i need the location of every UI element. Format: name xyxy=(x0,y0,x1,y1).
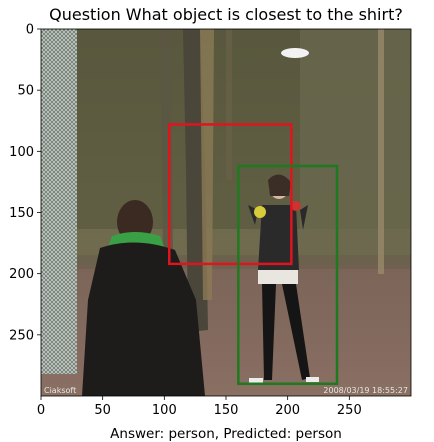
watermark-right: 2008/03/19 18:55:27 xyxy=(323,386,408,395)
x-tick-label: 50 xyxy=(94,403,111,418)
x-axis-label: Answer: person, Predicted: person xyxy=(110,426,342,442)
watermark-left: Ciaksoft xyxy=(44,386,76,395)
x-tick-label: 200 xyxy=(275,403,300,418)
person-foreground xyxy=(82,200,205,396)
person-center xyxy=(248,174,319,383)
photo xyxy=(41,29,411,396)
y-axis: 0 50 100 150 200 250 xyxy=(9,23,41,343)
y-tick-label: 100 xyxy=(9,145,34,160)
x-tick-label: 0 xyxy=(37,403,45,418)
question-box xyxy=(168,123,293,266)
y-tick-label: 250 xyxy=(9,328,34,343)
x-axis: 0 50 100 150 200 250 xyxy=(37,396,362,418)
x-tick-label: 100 xyxy=(152,403,177,418)
x-tick-label: 250 xyxy=(337,403,362,418)
fence xyxy=(41,29,77,374)
frisbee xyxy=(281,48,309,58)
answer-box xyxy=(237,164,339,386)
y-tick-label: 50 xyxy=(17,84,34,99)
x-tick-label: 150 xyxy=(214,403,239,418)
y-tick-label: 150 xyxy=(9,206,34,221)
y-tick-label: 0 xyxy=(26,23,34,38)
y-tick-label: 200 xyxy=(9,267,34,282)
chart-title: Question What object is closest to the s… xyxy=(49,5,403,24)
